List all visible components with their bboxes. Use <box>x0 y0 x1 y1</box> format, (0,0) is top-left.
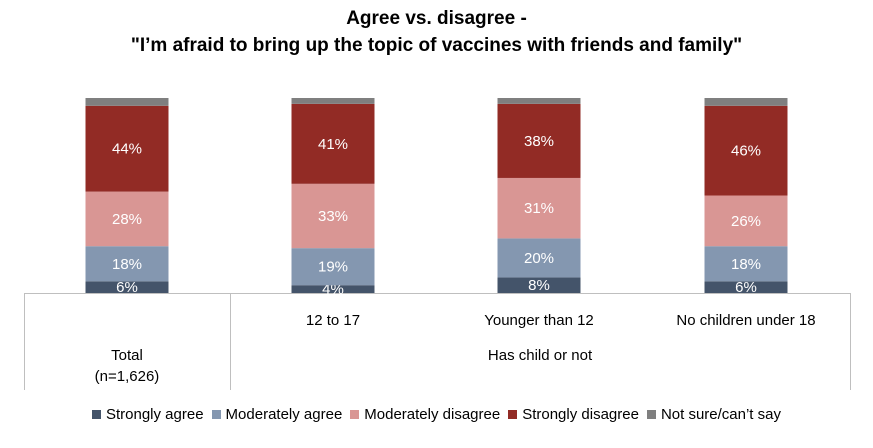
bar-moderately-disagree-3 <box>704 195 788 247</box>
bar-strongly-agree-2 <box>497 277 581 293</box>
category-label-1: 12 to 17 <box>306 312 360 329</box>
legend-swatch-strongly-disagree <box>508 410 518 419</box>
data-label-moderately-disagree-3: 26% <box>731 213 761 230</box>
legend-label-strongly-agree: Strongly agree <box>105 406 204 423</box>
group-label-1: Has child or not <box>488 347 593 364</box>
data-label-strongly-agree-0: 6% <box>116 279 138 296</box>
legend-item-strongly-agree: Strongly agree <box>91 406 204 423</box>
data-label-moderately-disagree-2: 31% <box>524 200 554 217</box>
data-label-moderately-agree-2: 20% <box>524 250 554 267</box>
bar-strongly-disagree-1 <box>291 103 375 184</box>
category-label-2: Younger than 12 <box>484 312 594 329</box>
legend-swatch-moderately-agree <box>211 410 221 419</box>
data-label-moderately-agree-1: 19% <box>318 259 348 276</box>
legend-label-strongly-disagree: Strongly disagree <box>522 406 639 423</box>
bar-strongly-disagree-3 <box>704 105 788 196</box>
data-label-moderately-agree-0: 18% <box>112 256 142 273</box>
bar-not-sure-can-t-say-1 <box>291 98 375 104</box>
legend-item-moderately-disagree: Moderately disagree <box>350 406 500 423</box>
legend-label-not-sure-can-t-say: Not sure/can’t say <box>660 406 781 423</box>
legend-swatch-strongly-agree <box>91 410 101 419</box>
legend-item-not-sure-can-t-say: Not sure/can’t say <box>646 406 781 423</box>
legend-item-strongly-disagree: Strongly disagree <box>508 406 639 423</box>
data-label-strongly-disagree-3: 46% <box>731 143 761 160</box>
bar-strongly-agree-3 <box>704 281 788 293</box>
legend-swatch-moderately-disagree <box>350 410 360 419</box>
data-label-moderately-disagree-1: 33% <box>318 208 348 225</box>
data-label-strongly-disagree-1: 41% <box>318 136 348 153</box>
bar-not-sure-can-t-say-2 <box>497 98 581 104</box>
bar-strongly-disagree-2 <box>497 103 581 178</box>
chart-legend: Strongly agree Moderately agree Moderately… <box>0 406 873 423</box>
data-label-strongly-disagree-2: 38% <box>524 133 554 150</box>
data-label-strongly-agree-1: 4% <box>322 281 344 298</box>
bar-strongly-agree-0 <box>85 281 169 293</box>
bar-not-sure-can-t-say-3 <box>704 98 788 106</box>
bar-moderately-disagree-0 <box>85 191 169 247</box>
bar-moderately-agree-1 <box>291 248 375 286</box>
legend-label-moderately-agree: Moderately agree <box>225 406 343 423</box>
legend-label-moderately-disagree: Moderately disagree <box>364 406 501 423</box>
legend-swatch-not-sure-can-t-say <box>646 410 656 419</box>
bar-moderately-disagree-1 <box>291 183 375 249</box>
bar-moderately-agree-0 <box>85 246 169 282</box>
data-label-moderately-disagree-0: 28% <box>112 211 142 228</box>
data-label-strongly-agree-2: 8% <box>528 277 550 294</box>
bar-strongly-agree-1 <box>291 285 375 293</box>
group-label-0: Total (n=1,626) <box>95 347 160 385</box>
data-label-moderately-agree-3: 18% <box>731 256 761 273</box>
bar-not-sure-can-t-say-0 <box>85 98 169 106</box>
category-label-3: No children under 18 <box>676 312 815 329</box>
data-label-strongly-disagree-0: 44% <box>112 141 142 158</box>
chart-subtitle: "I’m afraid to bring up the topic of vac… <box>130 35 743 56</box>
bar-moderately-disagree-2 <box>497 177 581 239</box>
chart-title: Agree vs. disagree - <box>346 8 527 29</box>
legend-item-moderately-agree: Moderately agree <box>211 406 343 423</box>
stacked-bar-chart: 6% 18% 28% 44% 4% 19% 33% 41% 8% 20% 31% 38% 6% 18% 26… <box>24 98 851 390</box>
bar-moderately-agree-3 <box>704 246 788 282</box>
bar-strongly-disagree-0 <box>85 105 169 192</box>
bar-moderately-agree-2 <box>497 238 581 278</box>
data-label-strongly-agree-3: 6% <box>735 279 757 296</box>
